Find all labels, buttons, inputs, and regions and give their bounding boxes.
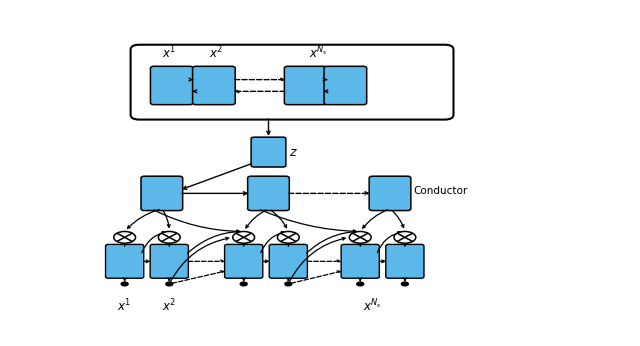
FancyBboxPatch shape bbox=[150, 66, 193, 104]
FancyBboxPatch shape bbox=[131, 45, 454, 120]
FancyBboxPatch shape bbox=[324, 66, 367, 104]
Circle shape bbox=[277, 231, 300, 243]
Text: Conductor: Conductor bbox=[413, 186, 468, 196]
FancyBboxPatch shape bbox=[150, 244, 188, 278]
Text: $x^{N_s}$: $x^{N_s}$ bbox=[308, 45, 328, 62]
Circle shape bbox=[114, 231, 136, 243]
Circle shape bbox=[401, 282, 408, 286]
Text: $z$: $z$ bbox=[289, 146, 298, 158]
Text: $x^2$: $x^2$ bbox=[162, 297, 177, 314]
Circle shape bbox=[356, 282, 364, 286]
Circle shape bbox=[233, 231, 255, 243]
FancyBboxPatch shape bbox=[225, 244, 263, 278]
Circle shape bbox=[121, 282, 128, 286]
FancyBboxPatch shape bbox=[251, 137, 286, 167]
FancyBboxPatch shape bbox=[369, 176, 411, 211]
Circle shape bbox=[158, 231, 180, 243]
Text: $x^{N_s}$: $x^{N_s}$ bbox=[364, 297, 382, 314]
FancyBboxPatch shape bbox=[248, 176, 289, 211]
Circle shape bbox=[394, 231, 416, 243]
Circle shape bbox=[349, 231, 371, 243]
FancyBboxPatch shape bbox=[341, 244, 380, 278]
Circle shape bbox=[166, 282, 173, 286]
FancyBboxPatch shape bbox=[106, 244, 144, 278]
FancyBboxPatch shape bbox=[269, 244, 307, 278]
Text: $x^1$: $x^1$ bbox=[162, 45, 177, 62]
FancyBboxPatch shape bbox=[193, 66, 236, 104]
Circle shape bbox=[285, 282, 292, 286]
FancyBboxPatch shape bbox=[141, 176, 182, 211]
FancyBboxPatch shape bbox=[386, 244, 424, 278]
Circle shape bbox=[240, 282, 247, 286]
FancyBboxPatch shape bbox=[284, 66, 327, 104]
Text: $x^2$: $x^2$ bbox=[209, 45, 223, 62]
Text: $x^1$: $x^1$ bbox=[118, 297, 132, 314]
